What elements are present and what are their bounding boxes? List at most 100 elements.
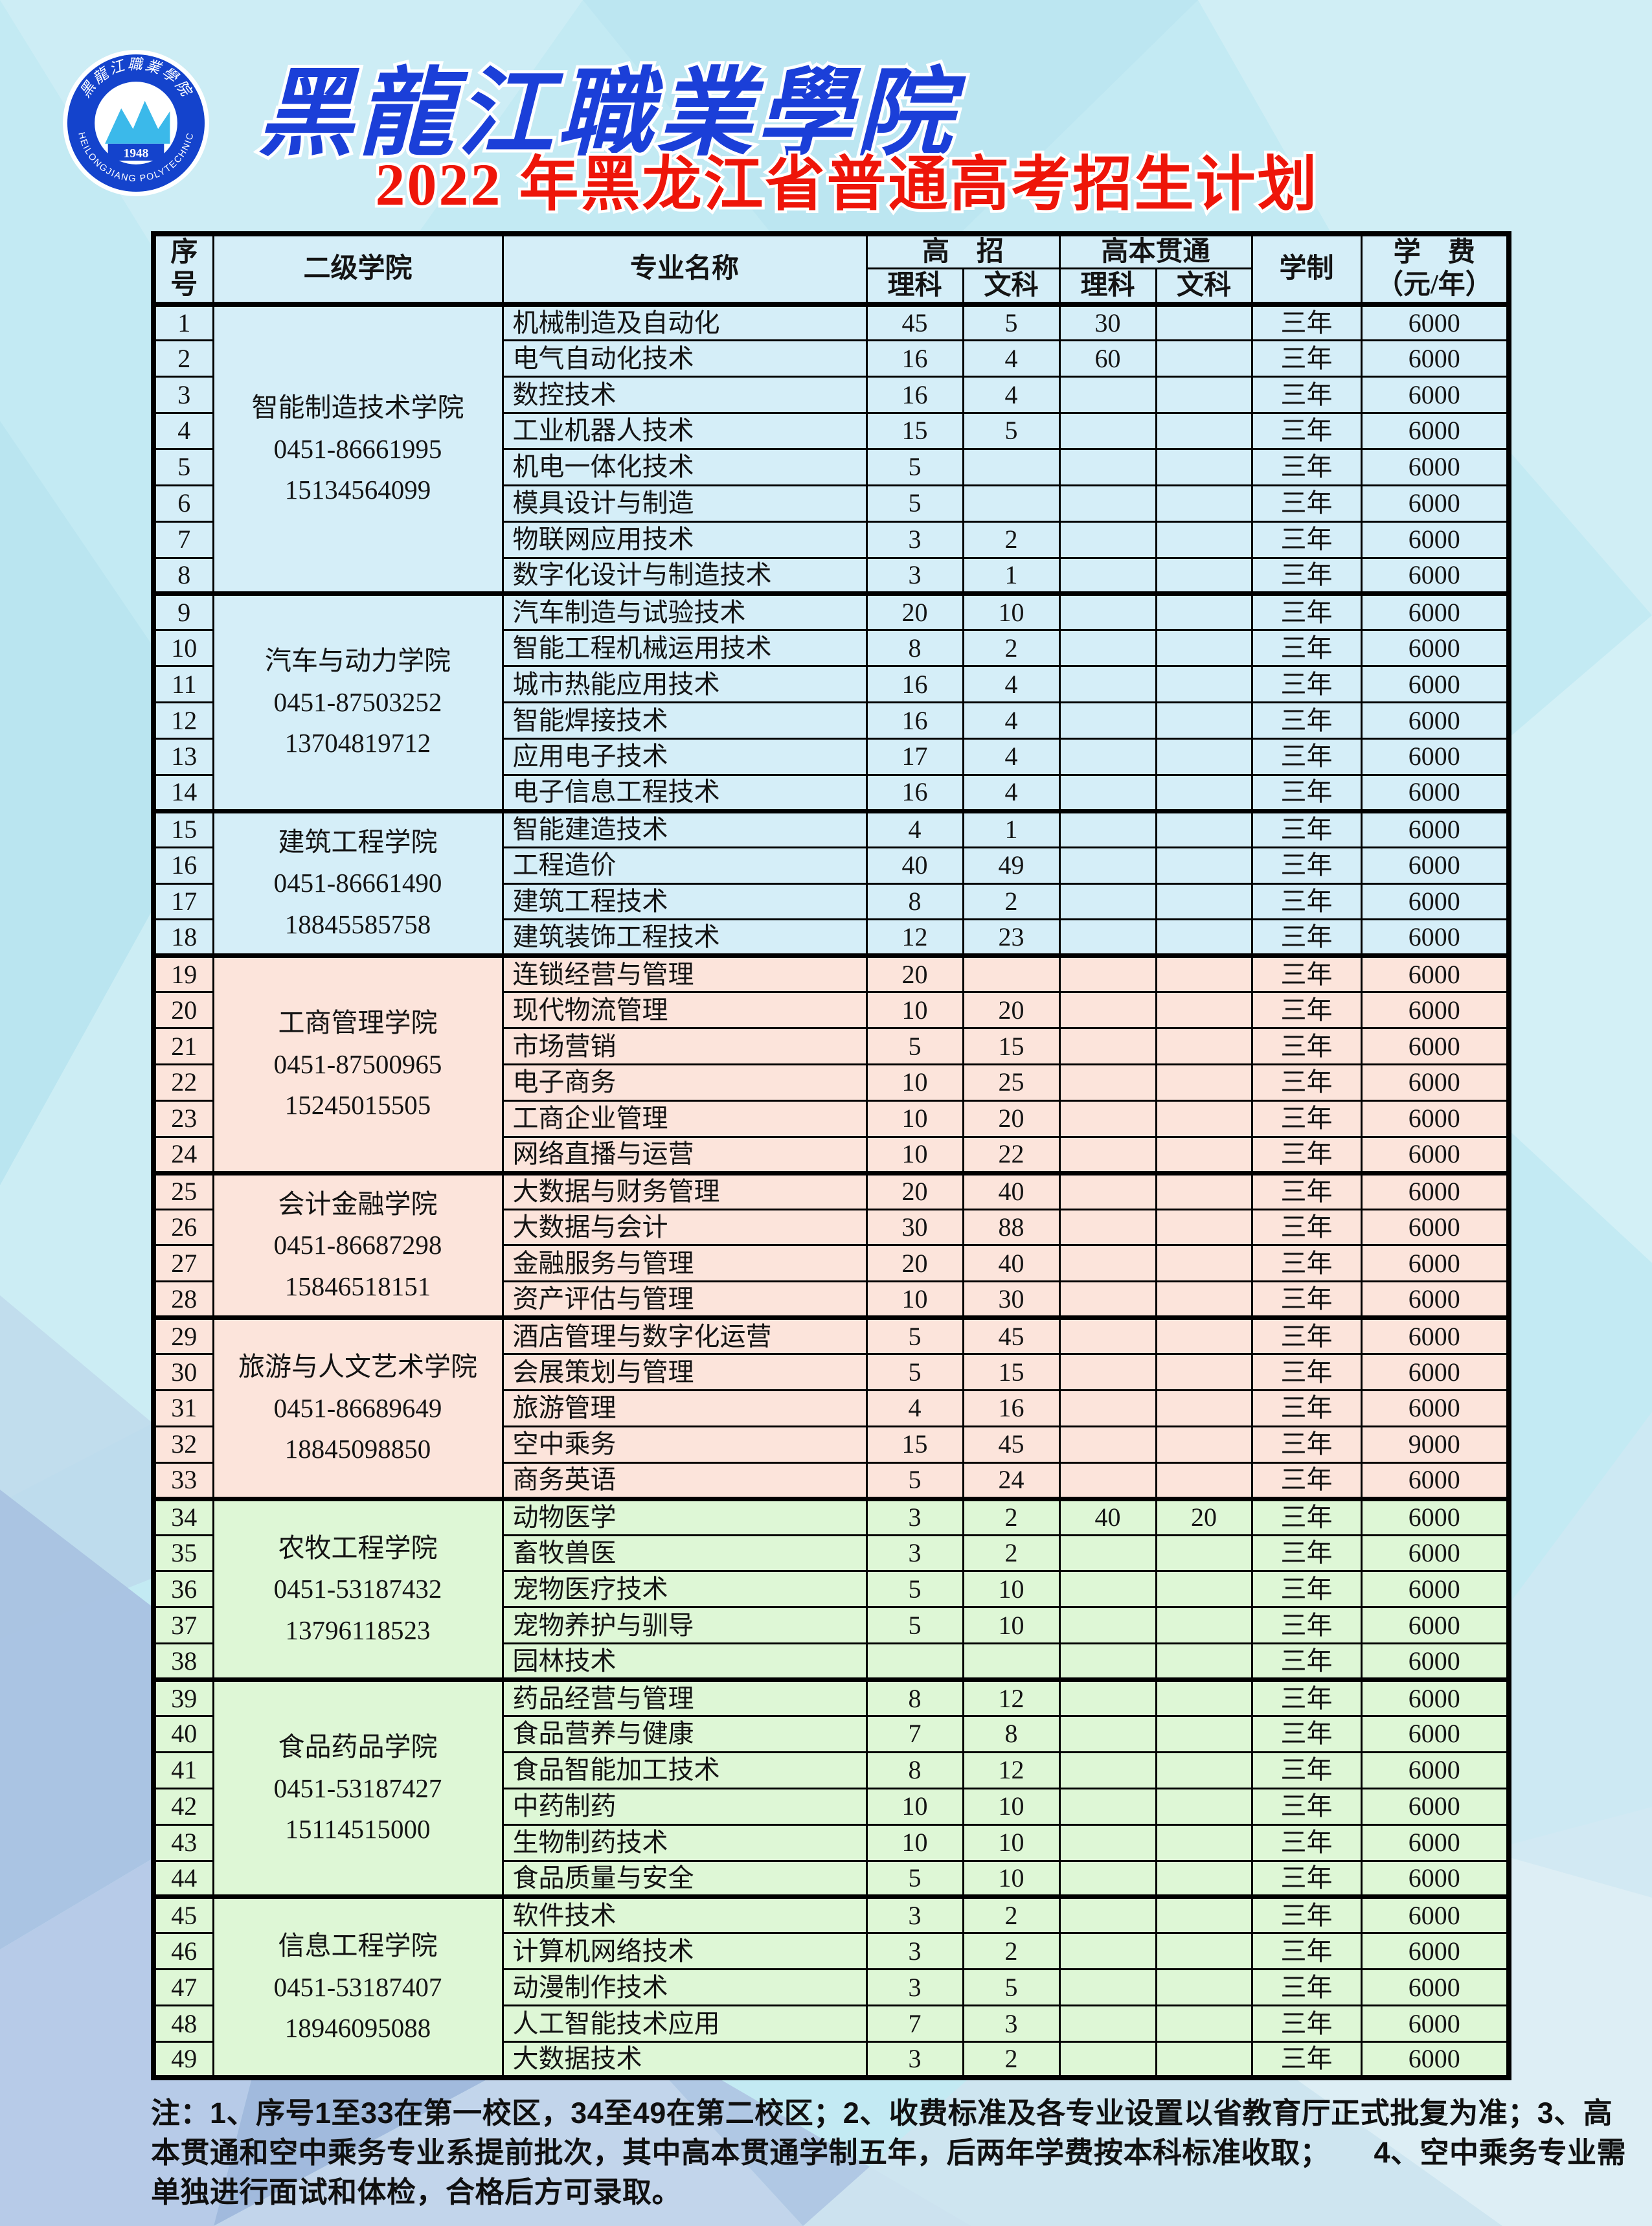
gaozhao-arts-cell: 2 (962, 520, 1061, 559)
fee-cell: 6000 (1360, 1244, 1510, 1283)
footnote-line: 本贯通和空中乘务专业系提前批次，其中高本贯通学制五年，后两年学费按本科标准收取；… (151, 2136, 1627, 2169)
duration-cell: 三年 (1250, 520, 1363, 559)
row-no-cell: 13 (152, 737, 214, 776)
duration-cell: 三年 (1250, 953, 1363, 994)
fee-cell: 6000 (1360, 556, 1510, 595)
major-cell: 商务英语 (501, 1461, 868, 1500)
table-row: 4 工业机器人技术 15 5 三年 6000 (152, 411, 1510, 450)
guantong-arts-cell (1155, 1932, 1253, 1971)
gaozhao-arts-cell (962, 448, 1061, 486)
guantong-arts-cell (1155, 302, 1253, 342)
footnote-line: 单独进行面试和体检，合格后方可录取。 (151, 2175, 682, 2209)
table-row: 32 空中乘务 15 45 三年 9000 (152, 1425, 1510, 1464)
gaozhao-sci-cell: 4 (865, 1389, 964, 1427)
college-name: 食品药品学院 (278, 1731, 438, 1762)
guantong-arts-cell (1155, 1968, 1253, 2007)
row-no-cell: 49 (152, 2041, 214, 2079)
col-header-gaozhao-arts: 文科 (962, 267, 1061, 307)
gaozhao-arts-cell: 88 (962, 1208, 1061, 1247)
fee-cell: 6000 (1360, 1099, 1510, 1138)
gaozhao-sci-cell: 30 (865, 1208, 964, 1247)
row-no-cell: 6 (152, 484, 214, 523)
college-phone: 15114515000 (285, 1814, 431, 1845)
duration-cell: 三年 (1250, 701, 1363, 740)
fee-cell: 6000 (1360, 1823, 1510, 1862)
col-header-gaozhao: 高 招 (865, 233, 1061, 270)
guantong-sci-cell (1058, 1208, 1157, 1247)
table-row: 24 网络直播与运营 10 22 三年 6000 (152, 1135, 1510, 1174)
footnotes: 注：1、序号1至33在第一校区，34至49在第二校区；2、收费标准及各专业设置以… (151, 2093, 1626, 2212)
duration-cell: 三年 (1250, 882, 1363, 921)
row-no-cell: 32 (152, 1425, 214, 1464)
fee-cell: 6000 (1360, 448, 1510, 486)
college-phone: 0451-86661490 (273, 868, 442, 898)
gaozhao-sci-cell: 16 (865, 339, 964, 378)
duration-cell: 三年 (1250, 1787, 1363, 1826)
table-row: 34 农牧工程学院 0451-53187432 13796118523 动物医学 3 2 40… (152, 1496, 1510, 1681)
gaozhao-sci-cell: 8 (865, 1751, 964, 1789)
fee-header-line1: 学 费 (1393, 238, 1475, 267)
guantong-arts-cell (1155, 1894, 1253, 1935)
table-row: 39 食品药品学院 0451-53187427 15114515000 药品经营与管理 8… (152, 1677, 1510, 1898)
fee-cell: 6000 (1360, 1389, 1510, 1427)
major-cell: 工业机器人技术 (501, 411, 868, 450)
college-logo: 1948 黑龍江職業學院 HEILONGJIANG POLYTECHNIC (63, 50, 209, 196)
major-cell: 动漫制作技术 (501, 1968, 868, 2007)
major-cell: 人工智能技术应用 (501, 2005, 868, 2043)
fee-cell: 6000 (1360, 1280, 1510, 1319)
guantong-arts-cell (1155, 1063, 1253, 1102)
gaozhao-arts-cell: 10 (962, 1823, 1061, 1862)
row-no-cell: 48 (152, 2005, 214, 2043)
duration-cell: 三年 (1250, 1315, 1363, 1356)
duration-cell: 三年 (1250, 1606, 1363, 1645)
gaozhao-arts-cell: 5 (962, 302, 1061, 342)
gaozhao-sci-cell: 10 (865, 1280, 964, 1319)
gaozhao-sci-cell: 10 (865, 1823, 964, 1862)
gaozhao-arts-cell: 4 (962, 376, 1061, 414)
guantong-arts-cell (1155, 953, 1253, 994)
fee-cell: 6000 (1360, 1461, 1510, 1500)
guantong-sci-cell (1058, 448, 1157, 486)
table-row: 29 旅游与人文艺术学院 0451-86689649 18845098850 酒店管理与… (152, 1315, 1510, 1500)
guantong-sci-cell (1058, 1135, 1157, 1174)
row-no-cell: 19 (152, 953, 214, 994)
major-cell: 电子商务 (501, 1063, 868, 1102)
row-no-cell: 47 (152, 1968, 214, 2007)
fee-cell: 6000 (1360, 376, 1510, 414)
gaozhao-sci-cell: 3 (865, 1894, 964, 1935)
duration-cell: 三年 (1250, 1244, 1363, 1283)
duration-cell: 三年 (1250, 918, 1363, 957)
fee-cell: 6000 (1360, 2041, 1510, 2079)
gaozhao-arts-cell: 20 (962, 991, 1061, 1030)
duration-cell: 三年 (1250, 1063, 1363, 1102)
college-cell: 食品药品学院 0451-53187427 15114515000 (212, 1677, 504, 1898)
gaozhao-arts-cell: 40 (962, 1244, 1061, 1283)
college-cell: 信息工程学院 0451-53187407 18946095088 (212, 1894, 504, 2079)
major-cell: 食品智能加工技术 (501, 1751, 868, 1789)
guantong-sci-cell (1058, 520, 1157, 559)
college-phone: 0451-87500965 (273, 1049, 442, 1079)
logo-year: 1948 (124, 146, 149, 160)
table-row: 37 宠物养护与驯导 5 10 三年 6000 (152, 1606, 1510, 1645)
row-no-cell: 44 (152, 1859, 214, 1898)
gaozhao-arts-cell: 16 (962, 1389, 1061, 1427)
gaozhao-sci-cell: 20 (865, 591, 964, 631)
college-cell: 汽车与动力学院 0451-87503252 13704819712 (212, 591, 504, 812)
guantong-arts-cell: 20 (1155, 1496, 1253, 1536)
gaozhao-arts-cell: 3 (962, 2005, 1061, 2043)
row-no-cell: 30 (152, 1353, 214, 1392)
plan-table: 序号 二级学院 专业名称 高 招 高本贯通 学制 学 费 （元/年） 理科 文科… (151, 231, 1512, 2081)
college-phone: 0451-86687298 (273, 1230, 442, 1260)
duration-cell: 三年 (1250, 1859, 1363, 1898)
gaozhao-arts-cell: 12 (962, 1677, 1061, 1718)
guantong-arts-cell (1155, 846, 1253, 885)
guantong-arts-cell (1155, 1859, 1253, 1898)
guantong-sci-cell (1058, 773, 1157, 812)
fee-cell: 6000 (1360, 953, 1510, 994)
fee-cell: 6000 (1360, 665, 1510, 704)
college-cell: 旅游与人文艺术学院 0451-86689649 18845098850 (212, 1315, 504, 1500)
gaozhao-sci-cell: 3 (865, 2041, 964, 2079)
row-no-cell: 37 (152, 1606, 214, 1645)
duration-cell: 三年 (1250, 629, 1363, 668)
guantong-arts-cell (1155, 556, 1253, 595)
